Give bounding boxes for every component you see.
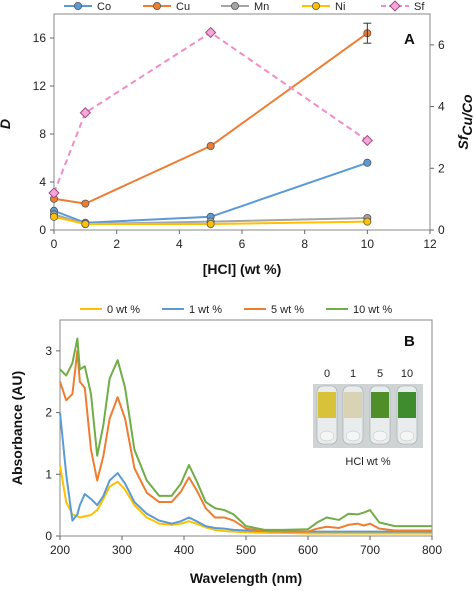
panel-a-y2-ticks: 0 2 4 6 (430, 38, 445, 237)
a-point-ni (363, 217, 372, 226)
a-y2-tick-label: 4 (438, 100, 445, 114)
panel-b-series (59, 337, 432, 535)
panel-a-legend: Co Cu Mn Ni Sf (64, 0, 425, 13)
b-x-tick-label: 800 (422, 543, 442, 557)
inset-tube-bottom (345, 430, 361, 442)
inset-label: 1 (350, 368, 356, 380)
b-series-line-1-wt (59, 412, 432, 533)
panel-b-y-axis-label: Absorbance (AU) (9, 371, 25, 485)
panel-a-label: A (404, 31, 415, 48)
panel-a-y-axis-label: D (0, 119, 13, 129)
panel-a-x-ticks: 0 2 4 6 8 10 12 (51, 230, 437, 251)
inset-tube-liquid (398, 392, 416, 418)
a-x-tick-label: 0 (51, 237, 58, 251)
a-x-tick-label: 10 (361, 237, 375, 251)
b-y-tick-label: 3 (45, 344, 52, 358)
a-legend-label-co: Co (97, 1, 111, 13)
b-x-tick-label: 500 (236, 543, 256, 557)
b-series-line-0-wt (59, 464, 432, 535)
inset-tube-bottom (372, 430, 388, 442)
b-legend-label-1-wt: 1 wt % (189, 304, 222, 316)
a-legend-marker-sf (389, 0, 401, 12)
panel-b-x-ticks: 200 300 400 500 600 700 800 (50, 536, 442, 557)
a-point-sf (361, 134, 373, 147)
a-point-co (363, 158, 372, 167)
panel-b-legend: 0 wt % 1 wt % 5 wt % 10 wt % (80, 304, 392, 316)
b-y-tick-label: 1 (45, 467, 52, 481)
b-x-tick-label: 700 (360, 543, 380, 557)
panel-a-y2-label-sub: Cu/Co (459, 94, 474, 136)
a-x-tick-label: 12 (423, 237, 437, 251)
a-y-tick-label: 8 (39, 127, 46, 141)
b-x-tick-label: 600 (298, 543, 318, 557)
inset-photo: 0 1 5 10 HCl wt % (313, 368, 423, 468)
panel-a-y-ticks: 0 4 8 12 16 (33, 31, 54, 237)
a-y2-tick-label: 0 (438, 223, 445, 237)
inset-label: 0 (324, 368, 330, 380)
inset-label: 5 (377, 368, 383, 380)
inset-labels: 0 1 5 10 (324, 368, 413, 380)
b-series-line-10-wt (59, 337, 432, 531)
a-point-cu (206, 141, 215, 150)
a-point-ni (81, 219, 90, 228)
b-legend-label-5-wt: 5 wt % (271, 304, 304, 316)
inset-tube-bottom (319, 430, 335, 442)
a-legend-label-sf: Sf (414, 1, 425, 13)
inset-caption: HCl wt % (345, 456, 390, 468)
a-legend-marker-co (74, 2, 83, 10)
panel-b: 0 wt % 1 wt % 5 wt % 10 wt % 0 1 2 3 200 300 400… (9, 304, 442, 586)
inset-tube-bottom (399, 430, 415, 442)
a-series-line-mn (53, 213, 368, 226)
panel-b-label: B (404, 333, 415, 350)
panel-a-series (48, 22, 373, 228)
inset-tube-liquid (344, 392, 362, 418)
b-y-tick-label: 0 (45, 529, 52, 543)
a-legend-marker-ni (311, 2, 320, 10)
panel-a: Co Cu Mn Ni Sf 0 4 8 12 16 0 2 4 6 0 2 4 6 8 10 12 A [HCl… (0, 0, 474, 277)
a-series-line-co (53, 161, 368, 224)
a-point-sf (79, 107, 91, 119)
panel-a-plot-frame (53, 13, 431, 231)
inset-label: 10 (401, 368, 413, 380)
a-x-tick-label: 6 (239, 237, 246, 251)
a-y2-tick-label: 2 (438, 161, 445, 175)
a-x-tick-label: 2 (113, 237, 120, 251)
a-y-tick-label: 0 (39, 223, 46, 237)
b-x-tick-label: 300 (112, 543, 132, 557)
a-y2-tick-label: 6 (438, 38, 445, 52)
a-point-sf (205, 26, 217, 39)
a-legend-marker-mn (230, 2, 239, 10)
panel-a-y2-axis-label: SfCu/Co (455, 94, 474, 150)
b-x-tick-label: 200 (50, 543, 70, 557)
b-y-tick-label: 2 (45, 406, 52, 420)
panel-b-x-axis-label: Wavelength (nm) (190, 570, 302, 586)
a-y-tick-label: 12 (33, 79, 47, 93)
a-point-sf (48, 187, 60, 199)
a-point-cu (81, 199, 90, 208)
a-point-ni (206, 219, 215, 228)
a-legend-label-cu: Cu (176, 1, 190, 13)
panel-a-y2-label-main: Sf (455, 134, 471, 149)
inset-tube-liquid (318, 392, 336, 418)
b-x-tick-label: 400 (174, 543, 194, 557)
b-series-line-5-wt (59, 349, 432, 533)
a-x-tick-label: 8 (301, 237, 308, 251)
panel-a-x-axis-label: [HCl] (wt %) (203, 261, 282, 277)
b-legend-label-0-wt: 0 wt % (107, 304, 140, 316)
a-y-tick-label: 4 (39, 175, 46, 189)
a-legend-marker-cu (152, 2, 161, 10)
a-legend-label-ni: Ni (335, 1, 345, 13)
a-series-line-ni (53, 215, 368, 225)
a-point-ni (50, 212, 59, 221)
a-y-tick-label: 16 (33, 31, 47, 45)
inset-tubes (316, 385, 418, 445)
a-legend-label-mn: Mn (254, 1, 269, 13)
inset-tube-liquid (371, 392, 389, 418)
a-series-line-sf (53, 31, 368, 194)
a-x-tick-label: 4 (176, 237, 183, 251)
panel-b-y-ticks: 0 1 2 3 (45, 344, 60, 543)
b-legend-label-10-wt: 10 wt % (353, 304, 392, 316)
a-series-line-cu (53, 32, 368, 205)
